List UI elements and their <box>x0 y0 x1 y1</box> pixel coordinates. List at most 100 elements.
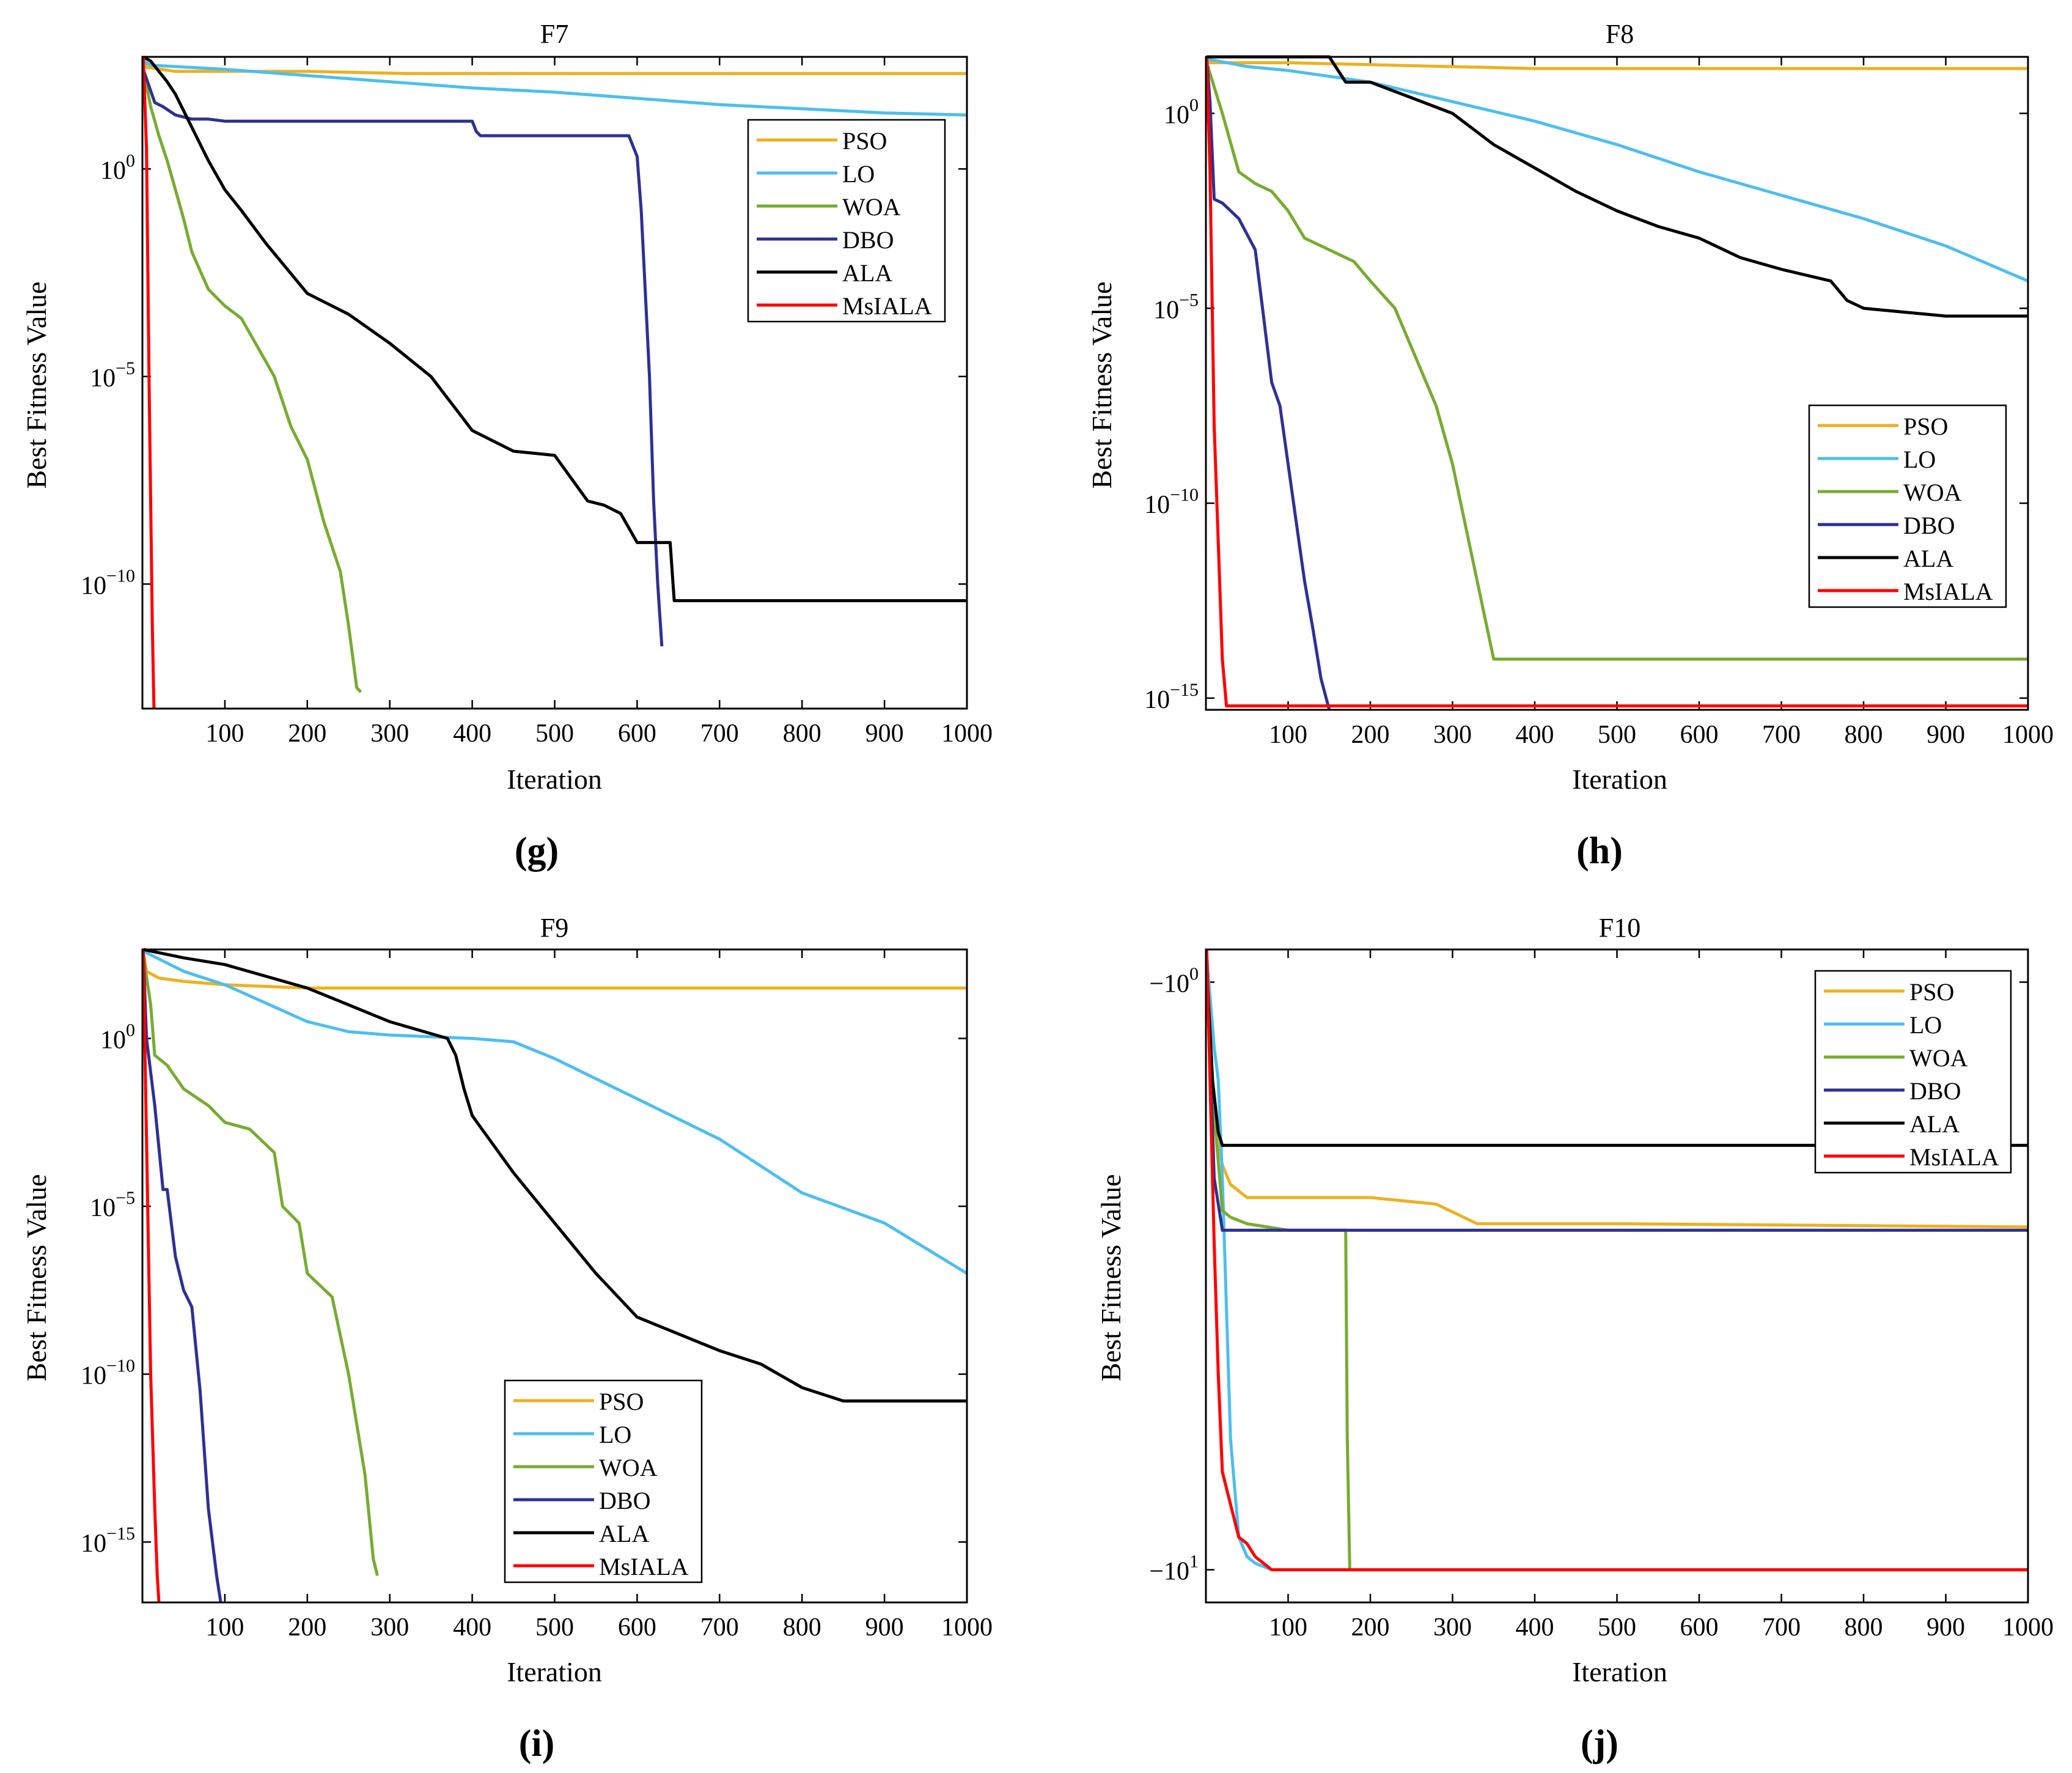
axes-frame <box>1205 948 2029 1604</box>
x-tick-label: 500 <box>535 720 574 748</box>
y-tick-label: 10−5 <box>90 1188 135 1222</box>
x-tick-label: 700 <box>1762 721 1801 749</box>
legend: PSO LO WOA DBO ALA MsIALA <box>747 119 946 323</box>
x-axis-label: Iteration <box>507 1656 602 1687</box>
legend-label-ala: ALA <box>1909 1110 1960 1138</box>
y-axis-label: Best Fitness Value <box>21 1174 52 1381</box>
legend: PSO LO WOA DBO ALA MsIALA <box>504 1379 703 1583</box>
panel-label: (g) <box>515 830 559 872</box>
series-line-pso <box>1205 56 2028 70</box>
series-line-ala <box>142 948 967 1403</box>
legend-label-woa: WOA <box>1909 1044 1968 1072</box>
legend-box <box>747 119 946 323</box>
legend-label-dbo: DBO <box>1903 512 1955 539</box>
legend-box <box>1814 970 2012 1174</box>
y-axis-label: Best Fitness Value <box>21 281 52 488</box>
y-tick-label: 10−10 <box>81 566 135 600</box>
legend-label-dbo: DBO <box>1909 1077 1961 1105</box>
x-tick-label: 300 <box>370 1613 409 1642</box>
chart-title: F10 <box>1599 913 1640 943</box>
x-tick-label: 800 <box>1845 721 1883 749</box>
legend: PSO LO WOA DBO ALA MsIALA <box>1808 404 2007 608</box>
series-group <box>1205 55 2029 710</box>
legend: PSO LO WOA DBO ALA MsIALA <box>1814 970 2012 1174</box>
series-line-lo <box>142 949 968 1275</box>
series-line-dbo <box>141 951 222 1603</box>
series-line-dbo <box>1205 59 1331 710</box>
y-tick-label: 10−15 <box>1144 680 1199 714</box>
x-tick-label: 100 <box>205 720 244 748</box>
panel-label: (i) <box>519 1723 555 1764</box>
x-axis-label: Iteration <box>1572 1656 1667 1687</box>
x-tick-label: 100 <box>1269 1613 1307 1642</box>
x-tick-label: 900 <box>1927 1613 1965 1642</box>
legend-label-ala: ALA <box>599 1520 649 1547</box>
legend-label-msiala: MsIALA <box>842 292 932 320</box>
x-tick-label: 200 <box>288 720 326 748</box>
x-tick-label: 300 <box>370 720 409 748</box>
x-tick-label: 1000 <box>941 720 993 748</box>
legend-label-pso: PSO <box>842 127 887 155</box>
legend-label-pso: PSO <box>1909 978 1954 1006</box>
series-line-woa <box>141 954 379 1576</box>
x-tick-label: 500 <box>1598 1613 1636 1642</box>
axes-frame <box>141 948 968 1604</box>
panel-f10: F10 Best Fitness Value Iteration (j) 100… <box>1095 913 2054 1764</box>
x-tick-label: 400 <box>453 720 491 748</box>
series-line-msiala <box>141 951 161 1603</box>
y-tick-label: 10−5 <box>1153 290 1199 324</box>
panel-f9: F9 Best Fitness Value Iteration (i) 100 2… <box>21 913 993 1764</box>
legend-label-woa: WOA <box>842 193 901 221</box>
legend-label-pso: PSO <box>599 1388 644 1415</box>
axes-frame <box>1205 56 2029 711</box>
x-tick-label: 100 <box>205 1613 244 1642</box>
x-axis-label: Iteration <box>507 764 602 795</box>
x-tick-label: 500 <box>535 1613 574 1642</box>
x-tick-label: 500 <box>1598 721 1636 749</box>
x-tick-label: 900 <box>1927 721 1965 749</box>
x-tick-label: 600 <box>1680 1613 1719 1642</box>
x-tick-label: 800 <box>783 720 821 748</box>
x-axis-label: Iteration <box>1572 764 1667 795</box>
chart-title: F9 <box>540 913 568 943</box>
x-tick-label: 600 <box>618 1613 656 1642</box>
y-tick-label: 100 <box>100 150 135 185</box>
legend-label-msiala: MsIALA <box>599 1553 689 1580</box>
x-tick-label: 1000 <box>941 1613 993 1642</box>
legend-label-dbo: DBO <box>599 1487 650 1514</box>
y-tick-label: −100 <box>1149 964 1199 998</box>
x-tick-label: 300 <box>1433 1613 1472 1642</box>
axes-frame <box>141 56 968 710</box>
legend-label-lo: LO <box>842 160 875 188</box>
x-tick-label: 200 <box>1351 721 1390 749</box>
legend-label-lo: LO <box>599 1421 631 1448</box>
series-line-woa <box>141 68 362 693</box>
x-tick-label: 700 <box>700 720 739 748</box>
panel-f7: F7 Best Fitness Value Iteration (g) 100 2… <box>21 19 993 872</box>
x-tick-label: 600 <box>1680 721 1719 749</box>
legend-label-ala: ALA <box>842 259 892 287</box>
x-tick-label: 400 <box>1516 1613 1554 1642</box>
legend-label-msiala: MsIALA <box>1903 578 1993 605</box>
chart-title: F8 <box>1606 19 1634 49</box>
y-tick-group: 100 10−5 10−10 10−15 <box>1144 95 2028 714</box>
legend-label-msiala: MsIALA <box>1909 1143 1999 1171</box>
x-tick-label: 400 <box>1516 721 1554 749</box>
panel-label: (j) <box>1581 1723 1618 1764</box>
panel-label: (h) <box>1576 830 1623 872</box>
legend-label-lo: LO <box>1909 1011 1942 1039</box>
legend-label-ala: ALA <box>1903 545 1953 572</box>
x-tick-label: 800 <box>783 1613 821 1642</box>
x-tick-label: 700 <box>700 1613 739 1642</box>
x-tick-label: 700 <box>1762 1613 1801 1642</box>
x-tick-label: 400 <box>453 1613 491 1642</box>
x-tick-label: 600 <box>618 720 656 748</box>
x-tick-label: 900 <box>865 1613 904 1642</box>
y-tick-group: 100 10−5 10−10 10−15 <box>81 1020 967 1558</box>
x-tick-group: 100 200 300 400 500 600 700 800 900 1000 <box>1269 949 2054 1642</box>
series-group <box>141 948 968 1603</box>
x-tick-label: 800 <box>1845 1613 1883 1642</box>
series-group <box>1205 949 2029 1572</box>
y-tick-label: 100 <box>100 1020 135 1055</box>
